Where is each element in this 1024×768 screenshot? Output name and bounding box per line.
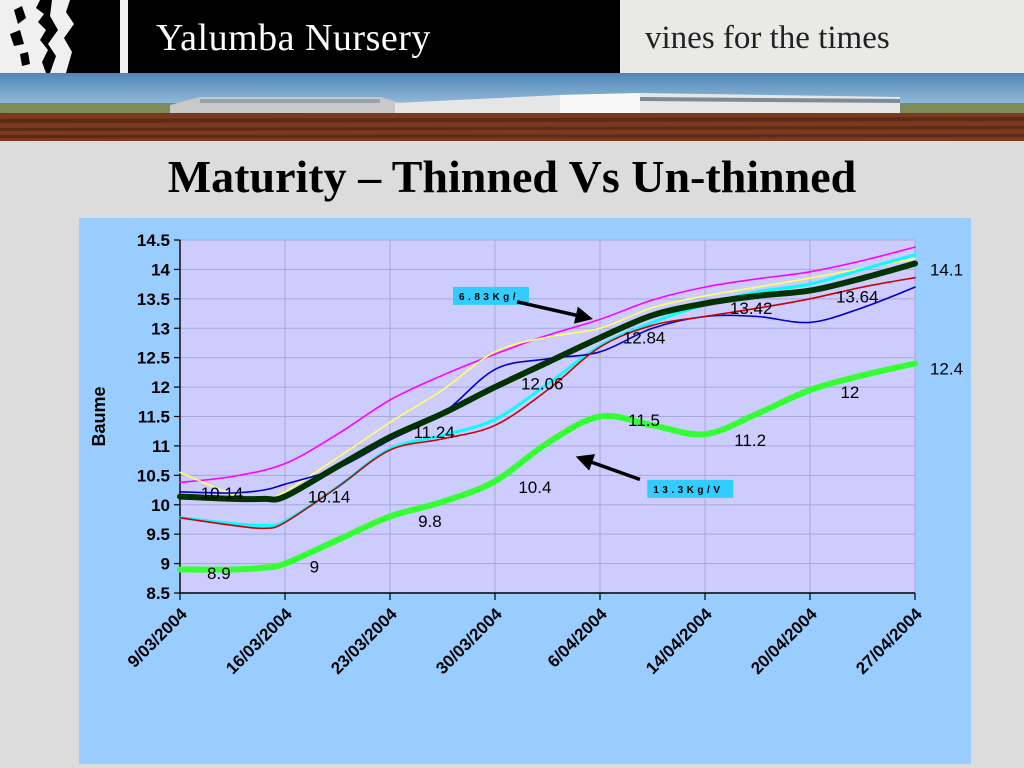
- y-tick-label: 10: [151, 496, 170, 515]
- data-label: 10.4: [518, 478, 551, 497]
- brand-name: Yalumba Nursery: [156, 17, 431, 59]
- series-line-1: [179, 246, 916, 484]
- maturity-line-chart: 8.5 9 9.5 10 10.5 11 11.5 12 12.5 13 13.5 14 14.5 9/0…: [89, 231, 963, 678]
- data-label: 10.14: [308, 488, 351, 507]
- data-label: 9.8: [418, 512, 442, 531]
- y-tick-label: 12: [151, 378, 170, 397]
- x-tick-label: 27/04/2004: [852, 604, 926, 678]
- y-tick-label: 11.5: [138, 408, 170, 427]
- annotation-label: 6.83Kg/: [459, 292, 519, 303]
- annotation-arrow: [516, 300, 593, 324]
- data-label: 8.9: [207, 564, 231, 583]
- logo-block: Yalumba Nursery: [0, 0, 620, 73]
- x-tick-label: 23/03/2004: [327, 604, 401, 678]
- series-line-4: [179, 286, 916, 494]
- annotation-label: 13.3Kg/V: [653, 485, 723, 496]
- y-tick-label: 12.5: [137, 349, 170, 368]
- series-line-5: [179, 276, 916, 530]
- y-axis-label: Baume: [89, 386, 109, 446]
- vine-emblem-icon: [0, 0, 130, 73]
- data-label: 12.4: [930, 359, 963, 378]
- tagline: vines for the times: [645, 20, 890, 56]
- data-label: 13.42: [730, 299, 773, 318]
- nursery-banner-image: [0, 73, 1024, 141]
- x-tick-label: 30/03/2004: [432, 604, 506, 678]
- x-tick-label: 9/03/2004: [124, 604, 191, 671]
- y-tick-label: 9.5: [146, 525, 170, 544]
- data-label: 11.2: [734, 431, 766, 450]
- data-label: 14.1: [930, 260, 963, 279]
- annotation-box: [453, 286, 529, 305]
- data-label: 9: [310, 558, 319, 577]
- annotation-arrow: [575, 454, 641, 482]
- data-label: 12: [840, 383, 859, 402]
- y-tick-label: 14: [151, 260, 170, 279]
- data-label: 12.84: [623, 329, 666, 348]
- x-tick-label: 20/04/2004: [747, 604, 821, 678]
- y-tick-label: 9: [161, 555, 170, 574]
- data-label: 11.24: [413, 423, 454, 442]
- chart-panel: 8.5 9 9.5 10 10.5 11 11.5 12 12.5 13 13.5 14 14.5 9/0…: [79, 218, 971, 764]
- y-tick-label: 13.5: [137, 290, 170, 309]
- x-tick-label: 14/04/2004: [642, 604, 716, 678]
- slide-title: Maturity – Thinned Vs Un-thinned: [167, 151, 857, 202]
- y-tick-label: 14.5: [137, 231, 170, 250]
- y-tick-label: 13: [151, 319, 170, 338]
- y-tick-label: 10.5: [137, 466, 170, 485]
- data-label: 13.64: [836, 287, 879, 306]
- data-label: 11.5: [628, 411, 660, 430]
- series-line-6: [177, 260, 918, 503]
- y-tick-label: 11: [152, 437, 170, 456]
- series-line-3: [178, 253, 917, 528]
- annotation-box: [647, 479, 734, 498]
- y-tick-label: 8.5: [146, 584, 170, 603]
- series-line-7: [177, 360, 918, 573]
- data-label: 12.06: [521, 375, 564, 394]
- x-tick-label: 16/03/2004: [222, 604, 296, 678]
- x-tick-label: 6/04/2004: [544, 604, 611, 671]
- data-label: 10.14: [201, 484, 244, 503]
